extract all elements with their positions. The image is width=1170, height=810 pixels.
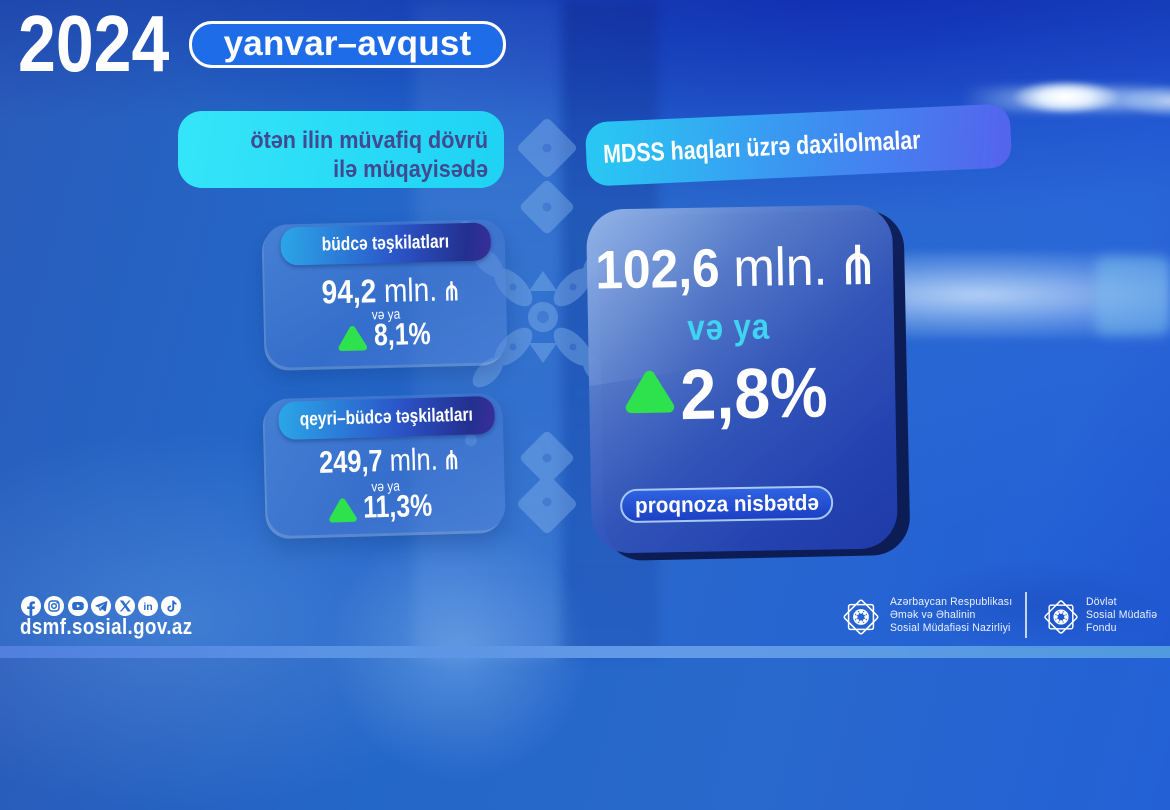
svg-text:in: in — [143, 601, 152, 613]
